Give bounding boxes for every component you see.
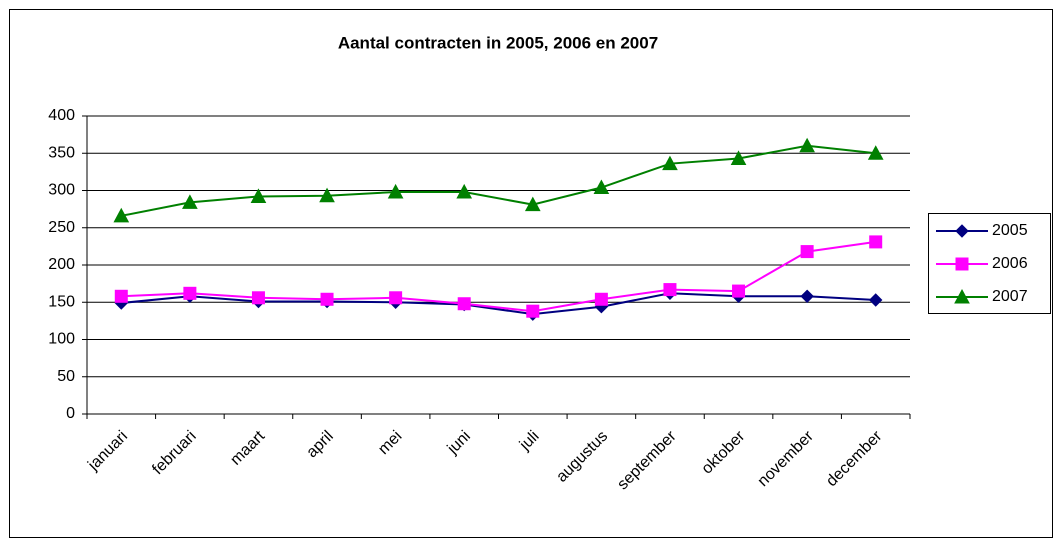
data-point (663, 283, 677, 297)
data-point (250, 188, 267, 203)
data-point (594, 292, 608, 306)
y-tick-label: 400 (48, 107, 75, 124)
legend-marker (955, 224, 969, 238)
data-point (457, 297, 471, 311)
legend-marker (954, 288, 970, 304)
data-point (867, 145, 884, 160)
data-point (869, 235, 883, 249)
data-point (320, 292, 334, 306)
data-point (524, 196, 541, 212)
series-line (121, 240, 876, 313)
data-point (593, 179, 610, 195)
data-point (183, 286, 197, 300)
series-line (121, 292, 876, 316)
data-point (251, 291, 265, 305)
y-tick-label: 0 (66, 405, 75, 422)
data-point (662, 155, 678, 171)
data-point (732, 284, 746, 298)
data-point (456, 183, 473, 199)
y-tick-label: 50 (57, 368, 75, 385)
data-point (800, 289, 814, 303)
data-point (526, 304, 540, 318)
y-tick-label: 250 (48, 219, 75, 236)
y-tick-label: 300 (48, 182, 75, 199)
y-tick-label: 150 (48, 293, 75, 310)
y-tick-label: 350 (48, 144, 75, 161)
data-point (319, 187, 335, 203)
data-point (869, 293, 883, 307)
data-point (182, 194, 198, 209)
chart-title: Aantal contracten in 2005, 2006 en 2007 (338, 33, 658, 52)
y-tick-label: 200 (48, 256, 75, 273)
legend-label: 2005 (992, 222, 1028, 239)
data-point (387, 183, 404, 199)
legend-label: 2006 (992, 255, 1028, 272)
data-point (800, 245, 814, 259)
data-point (114, 289, 128, 303)
y-tick-label: 100 (48, 331, 75, 348)
data-point (799, 137, 815, 153)
legend-label: 2007 (992, 288, 1028, 305)
legend-marker (955, 257, 969, 271)
chart-frame (9, 9, 1053, 538)
data-point (113, 207, 130, 223)
series-line (121, 144, 876, 217)
data-point (730, 150, 747, 165)
data-point (389, 291, 403, 305)
